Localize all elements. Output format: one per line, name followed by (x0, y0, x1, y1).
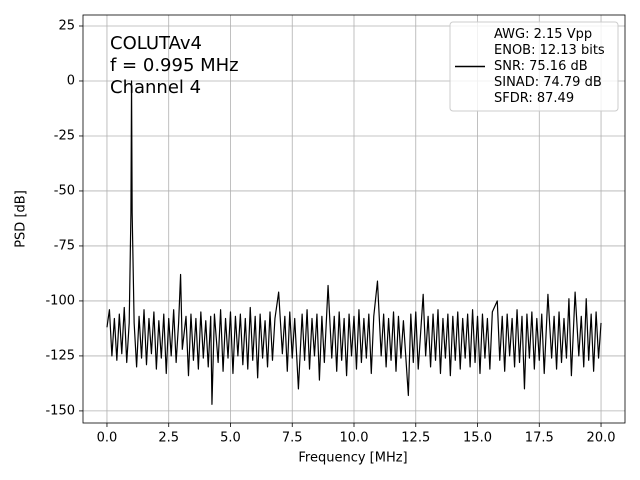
y-tick-label: -50 (54, 183, 75, 198)
y-tick-label: -150 (45, 403, 75, 418)
x-tick-label: 5.0 (220, 431, 241, 446)
legend-label: SFDR: 87.49 (494, 91, 574, 106)
x-tick-label: 2.5 (158, 431, 179, 446)
x-tick-label: 7.5 (282, 431, 303, 446)
legend-label: AWG: 2.15 Vpp (494, 27, 592, 42)
annotation: Channel 4 (110, 77, 201, 98)
x-tick-label: 0.0 (97, 431, 118, 446)
legend-label: ENOB: 12.13 bits (494, 43, 605, 58)
y-tick-label: -125 (45, 348, 75, 363)
annotation: COLUTAv4 (110, 33, 202, 54)
x-tick-label: 20.0 (587, 431, 616, 446)
y-tick-label: -100 (45, 293, 75, 308)
x-tick-label: 15.0 (463, 431, 492, 446)
plot-frame (82, 14, 626, 424)
y-tick-label: -25 (54, 128, 75, 143)
legend-frame (449, 21, 619, 112)
y-axis-label: PSD [dB] (14, 190, 29, 248)
y-tick-label: 25 (58, 18, 75, 33)
x-axis-label: Frequency [MHz] (298, 451, 407, 466)
x-tick-label: 10.0 (340, 431, 369, 446)
y-tick-label: 0 (67, 73, 75, 88)
x-tick-label: 17.5 (525, 431, 554, 446)
annotation: f = 0.995 MHz (110, 55, 239, 76)
x-tick-label: 12.5 (401, 431, 430, 446)
legend-label: SINAD: 74.79 dB (494, 75, 602, 90)
y-tick-label: -75 (54, 238, 75, 253)
psd-line (106, 80, 602, 405)
legend-label: SNR: 75.16 dB (494, 59, 588, 74)
